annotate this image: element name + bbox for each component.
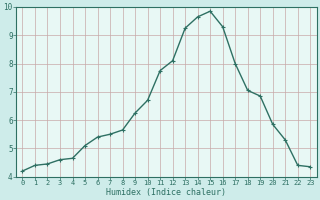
X-axis label: Humidex (Indice chaleur): Humidex (Indice chaleur) bbox=[106, 188, 226, 197]
